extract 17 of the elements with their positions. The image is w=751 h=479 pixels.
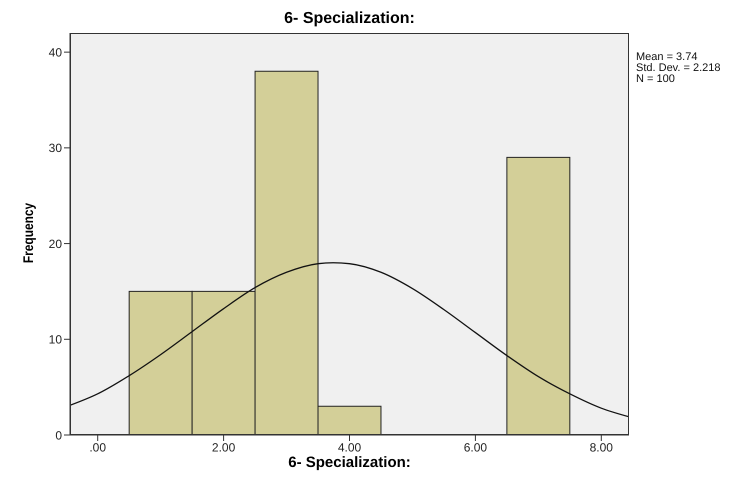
y-tick-label: 20	[48, 236, 62, 251]
line-series	[70, 262, 629, 418]
y-axis-title: Frequency	[20, 202, 36, 266]
text: N = 100	[636, 73, 676, 85]
text: Mean = 3.74	[636, 51, 698, 63]
y-tick-label: 30	[48, 141, 62, 156]
x-tick-label: 6.00	[464, 440, 488, 455]
y-tick-label: 40	[48, 45, 62, 60]
x-tick-label: .00	[89, 440, 106, 455]
x-tick-label: 8.00	[590, 440, 614, 455]
x-axis-title: 6- Specialization:	[287, 454, 412, 471]
chart-title: 6- Specialization:	[283, 10, 416, 28]
y-tick-label: 0	[55, 428, 62, 442]
x-tick-label: 4.00	[338, 440, 362, 455]
x-tick-label: 2.00	[212, 440, 236, 455]
text: Std. Dev. = 2.218	[636, 62, 720, 74]
y-tick-label: 10	[48, 332, 62, 347]
